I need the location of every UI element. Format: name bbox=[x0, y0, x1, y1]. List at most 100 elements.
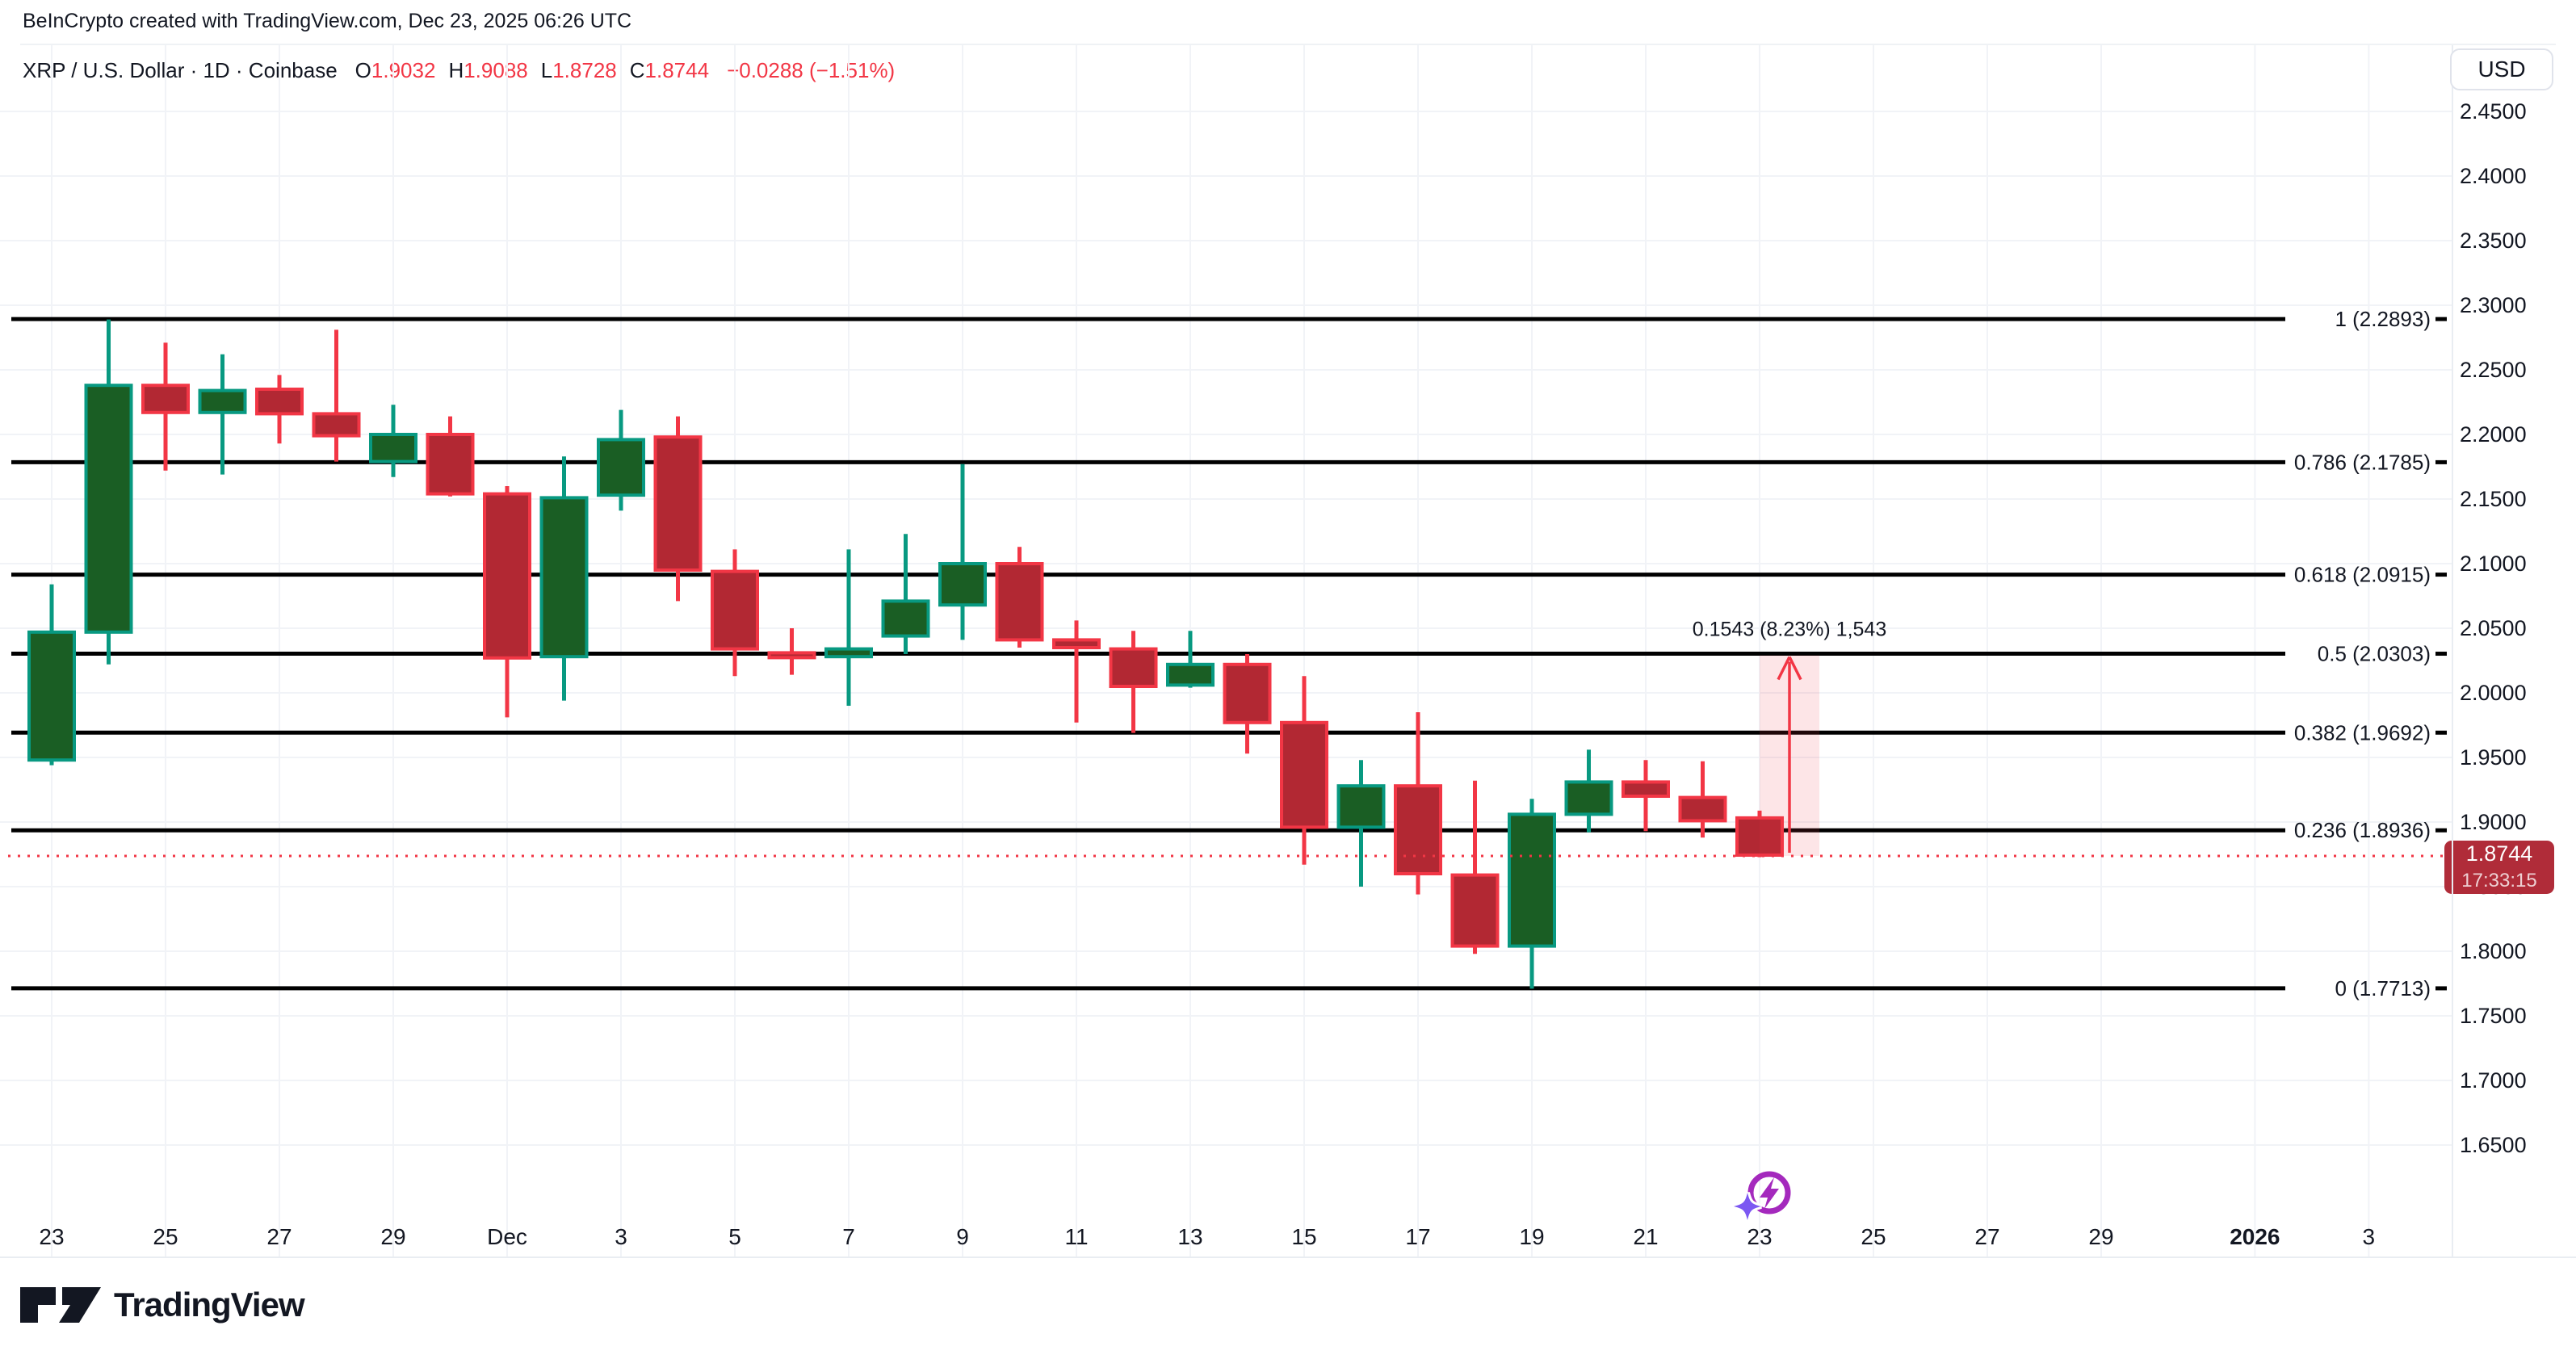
price-tick-label: 2.4000 bbox=[2460, 164, 2527, 188]
candle-body bbox=[653, 435, 703, 573]
price-tick-label: 1.8000 bbox=[2460, 939, 2527, 963]
symbol-title: XRP / U.S. Dollar · 1D · Coinbase bbox=[23, 58, 338, 82]
time-axis-label: 29 bbox=[2088, 1224, 2113, 1249]
candle-body bbox=[1394, 784, 1442, 876]
candle-body bbox=[1052, 638, 1101, 650]
change-readout: −0.0288 (−1.51%) bbox=[727, 58, 896, 82]
candle-body bbox=[1109, 647, 1158, 688]
fib-label: 0 (1.7713) bbox=[2335, 976, 2431, 1001]
ohlc-low: L1.8728 bbox=[540, 58, 617, 82]
time-axis-label: 23 bbox=[1747, 1224, 1772, 1249]
candle-body bbox=[198, 388, 247, 414]
fib-label: 1 (2.2893) bbox=[2335, 307, 2431, 331]
price-tick-label: 1.7500 bbox=[2460, 1004, 2527, 1028]
current-price-badge bbox=[2444, 840, 2554, 894]
time-axis-border bbox=[0, 1256, 2576, 1258]
time-axis-label: 3 bbox=[2363, 1224, 2376, 1249]
bar-countdown: 17:33:15 bbox=[2461, 870, 2536, 891]
price-tick-label: 2.2000 bbox=[2460, 422, 2527, 447]
lightning-bolt-icon bbox=[1760, 1177, 1779, 1209]
candle-body bbox=[27, 630, 76, 762]
time-axis-label: 5 bbox=[728, 1224, 741, 1249]
symbol-legend[interactable]: XRP / U.S. Dollar · 1D · Coinbase O1.903… bbox=[23, 58, 895, 83]
candle-body bbox=[995, 562, 1044, 642]
ohlc-high: H1.9088 bbox=[448, 58, 528, 82]
sparkle-icon bbox=[1733, 1192, 1762, 1221]
time-axis-label: 17 bbox=[1405, 1224, 1430, 1249]
candle-body bbox=[141, 384, 190, 414]
fib-label: 0.382 (1.9692) bbox=[2294, 720, 2431, 745]
candle-body bbox=[938, 562, 987, 607]
spark-circle-icon[interactable] bbox=[1747, 1171, 1791, 1214]
candle-body bbox=[597, 438, 645, 497]
time-axis-label: 3 bbox=[615, 1224, 627, 1249]
projection-arrowhead bbox=[1788, 656, 1802, 681]
price-tick-label: 2.4500 bbox=[2460, 99, 2527, 124]
candle-body bbox=[312, 412, 361, 438]
candle-body bbox=[1336, 784, 1386, 829]
candle-body bbox=[255, 388, 304, 416]
time-axis-label: 25 bbox=[1861, 1224, 1886, 1249]
price-tick-label: 2.0500 bbox=[2460, 616, 2527, 640]
candle-body bbox=[1223, 662, 1272, 724]
tradingview-logo[interactable]: TradingView bbox=[20, 1286, 305, 1324]
fib-label: 0.786 (2.1785) bbox=[2294, 450, 2431, 474]
header-divider bbox=[20, 44, 2556, 45]
time-axis-label: 15 bbox=[1291, 1224, 1316, 1249]
time-axis-label: 7 bbox=[842, 1224, 855, 1249]
candle-body bbox=[483, 492, 531, 660]
time-axis-label: 19 bbox=[1519, 1224, 1544, 1249]
candle-body bbox=[767, 651, 816, 660]
time-axis-label: 2026 bbox=[2230, 1224, 2280, 1249]
fib-label: 0.5 (2.0303) bbox=[2318, 642, 2431, 666]
candle-body bbox=[426, 433, 475, 496]
attribution-text: BeInCrypto created with TradingView.com,… bbox=[23, 10, 632, 32]
current-price-value: 1.8744 bbox=[2466, 841, 2533, 866]
time-axis-label: 11 bbox=[1064, 1224, 1088, 1249]
fib-label: 0.618 (2.0915) bbox=[2294, 563, 2431, 587]
currency-toggle-button[interactable]: USD bbox=[2450, 48, 2553, 90]
price-tick-label: 2.3500 bbox=[2460, 229, 2527, 253]
time-axis-label: 25 bbox=[153, 1224, 178, 1249]
candle-body bbox=[1678, 795, 1727, 823]
candle-body bbox=[1450, 873, 1500, 948]
fib-label: 0.236 (1.8936) bbox=[2294, 818, 2431, 842]
price-tick-label: 2.2500 bbox=[2460, 358, 2527, 382]
candle-body bbox=[84, 384, 133, 634]
price-tick-label: 1.9000 bbox=[2460, 810, 2527, 834]
candle-body bbox=[881, 599, 930, 638]
ohlc-close: C1.8744 bbox=[629, 58, 710, 82]
time-axis-label: 29 bbox=[380, 1224, 405, 1249]
price-tick-label: 1.6500 bbox=[2460, 1133, 2527, 1157]
time-axis-label: 23 bbox=[39, 1224, 64, 1249]
price-tick-label: 2.1000 bbox=[2460, 552, 2527, 576]
candle-body bbox=[1166, 662, 1215, 687]
price-tick-label: 2.3000 bbox=[2460, 293, 2527, 317]
candle-body bbox=[369, 433, 417, 464]
price-axis-border bbox=[2452, 45, 2453, 1256]
candle-body bbox=[1280, 720, 1328, 829]
tradingview-mark-icon bbox=[20, 1287, 101, 1323]
candle-body bbox=[1622, 780, 1670, 799]
price-tick-label: 2.1500 bbox=[2460, 487, 2527, 511]
time-axis-label: 21 bbox=[1633, 1224, 1658, 1249]
candle-body bbox=[1735, 816, 1784, 857]
candle-body bbox=[1508, 812, 1556, 948]
tradingview-wordmark: TradingView bbox=[114, 1286, 305, 1324]
price-tick-label: 1.9500 bbox=[2460, 745, 2527, 770]
candle-body bbox=[824, 647, 873, 659]
time-axis-label: 27 bbox=[1974, 1224, 1999, 1249]
time-axis-label: Dec bbox=[487, 1224, 527, 1249]
candle-body bbox=[1564, 780, 1613, 816]
ohlc-open: O1.9032 bbox=[355, 58, 436, 82]
time-axis-label: 9 bbox=[956, 1224, 969, 1249]
candle-body bbox=[711, 569, 759, 651]
candle-body bbox=[539, 496, 589, 659]
time-axis-label: 13 bbox=[1177, 1224, 1202, 1249]
projection-arrowhead bbox=[1777, 656, 1791, 681]
price-tick-label: 1.7000 bbox=[2460, 1068, 2527, 1093]
time-axis-label: 27 bbox=[266, 1224, 292, 1249]
price-tick-label: 2.0000 bbox=[2460, 681, 2527, 705]
